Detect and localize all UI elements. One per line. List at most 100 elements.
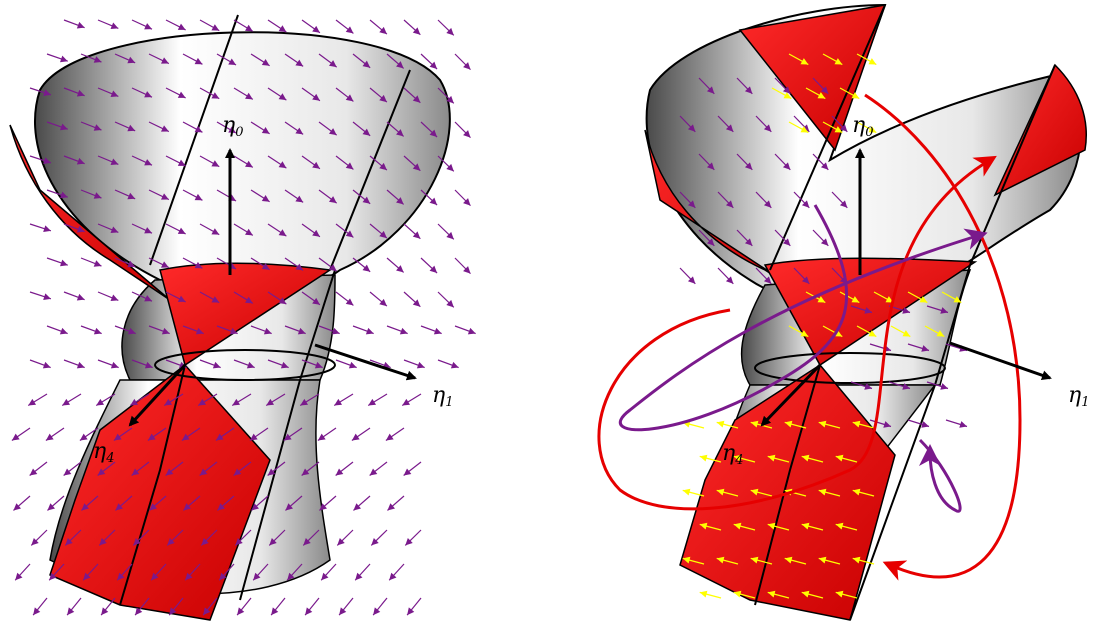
yellow-arrow-head <box>868 58 877 65</box>
purple-arrow-head <box>261 263 270 270</box>
purple-arrow-head <box>303 537 311 546</box>
purple-arrow-head <box>266 398 275 406</box>
purple-arrow-head <box>312 25 320 33</box>
purple-arrow-head <box>212 361 221 369</box>
purple-arrow-head <box>144 91 152 98</box>
purple-arrow-head <box>283 433 292 441</box>
purple-arrow-head <box>328 128 337 136</box>
eta0-label: η0 <box>222 113 243 140</box>
purple-arrow-head <box>245 24 253 32</box>
purple-arrow-head <box>133 537 141 546</box>
purple-arrow-head <box>261 127 270 134</box>
purple-arrow-head <box>959 421 968 428</box>
purple-arrow-head <box>251 503 260 511</box>
purple-arrow-head <box>706 162 715 170</box>
purple-arrow-head <box>328 264 337 272</box>
purple-arrow-head <box>110 226 119 233</box>
purple-arrow-head <box>135 607 143 616</box>
purple-arrow-head <box>181 433 190 441</box>
yellow-arrow-head <box>784 420 793 428</box>
purple-arrow-head <box>144 227 152 234</box>
purple-vector-field <box>11 19 476 616</box>
purple-arrow-head <box>62 398 71 406</box>
purple-arrow-head <box>60 191 68 199</box>
purple-arrow-head <box>321 572 329 581</box>
purple-arrow-head <box>429 197 438 206</box>
purple-arrow-head <box>43 225 51 232</box>
purple-arrow-head <box>110 361 119 369</box>
purple-arrow-head <box>450 361 459 369</box>
purple-arrow-head <box>233 468 242 476</box>
purple-arrow-head <box>194 193 203 201</box>
yellow-arrow-head <box>682 556 691 564</box>
purple-arrow-head <box>201 537 209 546</box>
purple-arrow-head <box>355 572 363 581</box>
purple-arrow-head <box>198 398 207 406</box>
yellow-arrow-head <box>767 454 776 462</box>
eta4-label: η4 <box>93 439 114 466</box>
purple-arrow-head <box>177 159 186 166</box>
purple-arrow-head <box>305 607 313 616</box>
yellow-arrow-head <box>800 126 809 133</box>
yellow-arrow-head <box>800 58 809 65</box>
purple-arrow-head <box>820 238 829 246</box>
purple-arrow-head <box>67 607 75 616</box>
yellow-arrow-head <box>801 454 810 462</box>
purple-arrow-head <box>13 503 22 511</box>
yellow-arrow-head <box>716 556 725 564</box>
purple-arrow-head <box>319 503 328 511</box>
purple-arrow-head <box>940 383 949 390</box>
yellow-vector-field <box>682 53 962 599</box>
purple-arrow-head <box>99 537 107 546</box>
purple-arrow-head <box>33 607 41 616</box>
yellow-arrow-head <box>919 296 928 303</box>
purple-arrow-head <box>362 264 371 272</box>
purple-arrow-head <box>399 327 408 335</box>
red-region-lower <box>49 363 271 621</box>
purple-arrow-head <box>312 161 320 169</box>
purple-arrow-head <box>385 433 394 441</box>
purple-arrow-head <box>253 572 261 581</box>
purple-arrow-head <box>763 276 772 284</box>
purple-arrow-head <box>365 327 374 335</box>
purple-arrow-head <box>43 293 51 300</box>
purple-arrow-head <box>245 92 253 100</box>
purple-arrow-head <box>83 572 91 581</box>
purple-arrow-head <box>211 92 220 99</box>
yellow-arrow-head <box>767 522 776 530</box>
purple-arrow-head <box>269 537 277 546</box>
purple-arrow-head <box>412 95 421 103</box>
purple-arrow-head <box>446 231 454 240</box>
purple-arrow-head <box>45 433 54 441</box>
yellow-arrow-head <box>750 556 759 564</box>
eta1-axis <box>314 343 417 381</box>
purple-arrow-head <box>921 345 930 352</box>
purple-arrow-head <box>801 124 810 132</box>
eta0-label: η0 <box>852 113 873 140</box>
purple-arrow-head <box>211 228 220 235</box>
purple-arrow-head <box>278 93 287 101</box>
yellow-arrow-head <box>851 92 860 99</box>
purple-arrow-head <box>93 56 102 63</box>
purple-arrow-head <box>147 433 156 441</box>
purple-arrow-head <box>110 294 119 301</box>
purple-arrow-head <box>369 468 378 476</box>
purple-arrow-head <box>801 200 810 208</box>
purple-arrow-head <box>463 266 471 274</box>
purple-arrow-head <box>232 398 241 406</box>
purple-arrow-head <box>362 128 371 136</box>
purple-arrow-head <box>687 200 696 208</box>
yellow-arrow-head <box>801 590 810 598</box>
yellow-arrow-head <box>817 92 826 99</box>
purple-arrow-head <box>110 158 119 165</box>
yellow-arrow-head <box>716 488 725 496</box>
purple-arrow-head <box>345 298 354 306</box>
purple-arrow-head <box>314 361 323 369</box>
purple-arrow-head <box>144 23 152 30</box>
purple-arrow-head <box>864 383 873 390</box>
purple-arrow-head <box>144 159 152 166</box>
purple-arrow-head <box>312 297 320 305</box>
purple-orbit-right <box>918 438 962 513</box>
purple-arrow-head <box>101 607 109 616</box>
purple-arrow-head <box>76 225 85 233</box>
